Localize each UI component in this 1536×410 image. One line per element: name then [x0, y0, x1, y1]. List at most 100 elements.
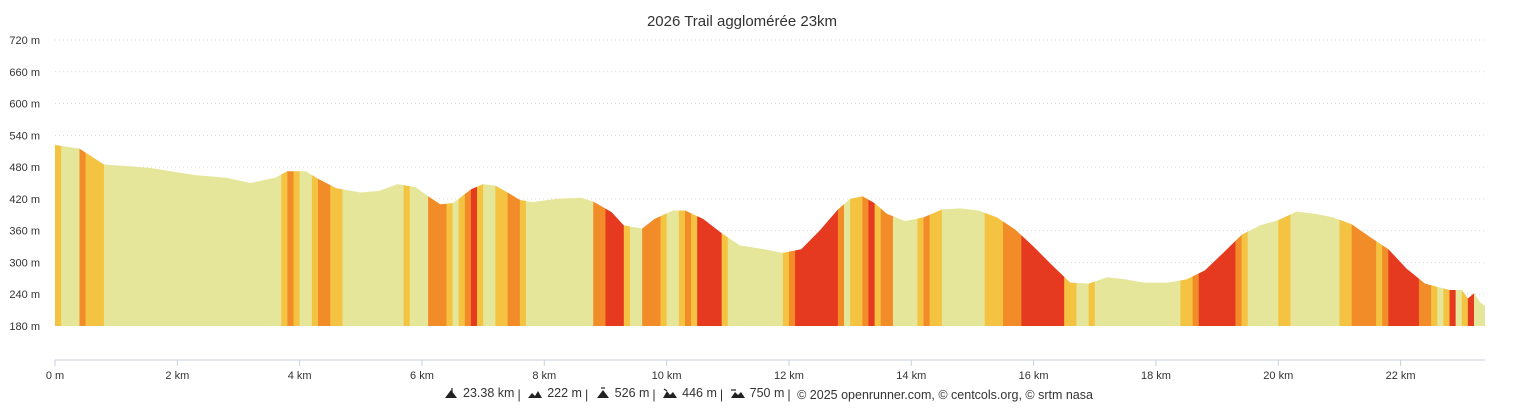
- x-tick-label: 2 km: [165, 370, 189, 382]
- gradient-band-gentle: [721, 144, 729, 326]
- x-tick-label: 22 km: [1386, 370, 1416, 382]
- gradient-band-gentle: [850, 144, 863, 326]
- gradient-band-gentle: [1376, 144, 1383, 326]
- x-tick-label: 14 km: [896, 370, 926, 382]
- gradient-band-moderate: [1192, 144, 1200, 326]
- credits: © 2025 openrunner.com, © centcols.org, ©…: [797, 388, 1093, 402]
- gradient-band-flat: [342, 144, 405, 326]
- gradient-band-gentle: [458, 144, 466, 326]
- gradient-band-flat: [452, 144, 460, 326]
- gradient-band-steep: [868, 144, 875, 326]
- gradient-band-gentle: [1339, 144, 1353, 326]
- gradient-band-gentle: [403, 144, 411, 326]
- elevation-gain-value: 222 m: [547, 386, 582, 400]
- gradient-band-gentle: [917, 144, 924, 326]
- chart-title: 2026 Trail agglomérée 23km: [647, 13, 837, 30]
- y-tick-label: 660 m: [9, 67, 40, 79]
- gradient-band-gentle: [1278, 144, 1291, 326]
- gradient-band-moderate: [287, 144, 294, 326]
- gradient-band-gentle: [1461, 144, 1469, 326]
- gradient-band-gentle: [984, 144, 1004, 326]
- route-stats: 23.38 km | 222 m | 526 m | 446 m | 750 m…: [0, 386, 1536, 402]
- x-tick-label: 16 km: [1019, 370, 1049, 382]
- gradient-band-gentle: [929, 144, 943, 326]
- gradient-band-moderate: [593, 144, 606, 326]
- gradient-band-gentle: [519, 144, 527, 326]
- y-tick-label: 540 m: [9, 130, 40, 142]
- gradient-band-steep: [1198, 144, 1236, 326]
- gradient-band-gentle: [1180, 144, 1194, 326]
- gradient-band-moderate: [880, 144, 894, 326]
- max-altitude-stat: 526 m: [595, 386, 650, 400]
- x-tick-label: 8 km: [532, 370, 556, 382]
- x-tick-label: 18 km: [1141, 370, 1171, 382]
- gradient-band-flat: [941, 144, 986, 326]
- gradient-band-moderate: [507, 144, 521, 326]
- x-axis: 0 m 2 km 4 km 6 km 8 km 10 km 12 km 14 km 16 km 1…: [46, 359, 1485, 382]
- gradient-band-moderate: [642, 144, 661, 326]
- gradient-band-flat: [103, 144, 282, 326]
- gradient-band-gentle: [678, 144, 686, 326]
- gradient-band-flat: [1076, 144, 1090, 326]
- gradient-band-gentle: [1431, 144, 1438, 326]
- elevation-gain-stat: 222 m: [527, 386, 582, 400]
- gradient-band-flat: [61, 144, 80, 326]
- gradient-band-steep: [470, 144, 478, 326]
- gradient-band-moderate: [1003, 144, 1022, 326]
- gradient-band-flat: [1247, 144, 1279, 326]
- gradient-band-flat: [666, 144, 680, 326]
- gradient-band-flat: [409, 144, 429, 326]
- distance-stat: 23.38 km: [443, 386, 514, 400]
- gradient-band-flat: [299, 144, 313, 326]
- gradient-band-flat: [727, 144, 784, 326]
- max-altitude-value: 526 m: [614, 386, 650, 400]
- x-tick-label: 12 km: [774, 370, 804, 382]
- y-tick-label: 240 m: [9, 289, 40, 301]
- y-tick-label: 180 m: [9, 321, 40, 333]
- gradient-band-gentle: [446, 144, 453, 326]
- gradient-band-steep: [795, 144, 839, 326]
- y-tick-label: 480 m: [9, 162, 40, 174]
- gradient-band-moderate: [1351, 144, 1377, 326]
- gradient-band-steep: [1388, 144, 1420, 326]
- gradient-band-gentle: [691, 144, 698, 326]
- elevation-profile-chart: 2026 Trail agglomérée 23km 720 m 660 m 600…: [9, 13, 1485, 382]
- gradient-band-gentle: [1443, 144, 1450, 326]
- gradient-band-gentle: [55, 144, 62, 326]
- gradient-band-gentle: [660, 144, 668, 326]
- gradient-band-flat: [525, 144, 594, 326]
- max-altitude-icon: [596, 387, 609, 398]
- x-tick-label: 4 km: [288, 370, 312, 382]
- elevation-loss-value: 446 m: [682, 386, 717, 400]
- gradient-band-moderate: [1418, 144, 1432, 326]
- gradient-band-flat: [483, 144, 496, 326]
- gradient-band-flat: [1290, 144, 1340, 326]
- distance-icon: [445, 388, 458, 398]
- x-tick-label: 6 km: [410, 370, 434, 382]
- elevation-gain-icon: [528, 391, 543, 398]
- gradient-band-steep: [697, 144, 723, 326]
- gradient-band-flat: [629, 144, 643, 326]
- min-altitude-icon: [730, 389, 745, 398]
- gradient-band-steep: [1021, 144, 1065, 326]
- gradient-band-gentle: [1241, 144, 1249, 326]
- gradient-band-gentle: [330, 144, 343, 326]
- gradient-band-gentle: [782, 144, 790, 326]
- gradient-band-gentle: [495, 144, 509, 326]
- gradient-band-moderate: [464, 144, 472, 326]
- gradient-band-moderate: [79, 144, 86, 326]
- y-tick-label: 420 m: [9, 194, 40, 206]
- gradient-band-gentle: [311, 144, 319, 326]
- gradient-band-moderate: [862, 144, 869, 326]
- y-axis: 720 m 660 m 600 m 540 m 480 m 420 m 360 m 300 m…: [9, 35, 40, 333]
- gradient-band-gentle: [477, 144, 484, 326]
- gradient-band-flat: [1473, 144, 1485, 326]
- gradient-band-flat: [844, 144, 851, 326]
- elevation-loss-stat: 446 m: [662, 386, 717, 400]
- y-tick-label: 300 m: [9, 257, 40, 269]
- gradient-band-moderate: [684, 144, 692, 326]
- gradient-band-gentle: [1064, 144, 1077, 326]
- elevation-loss-icon: [663, 388, 678, 398]
- gradient-band-moderate: [1382, 144, 1389, 326]
- gradient-band-gentle: [1088, 144, 1096, 326]
